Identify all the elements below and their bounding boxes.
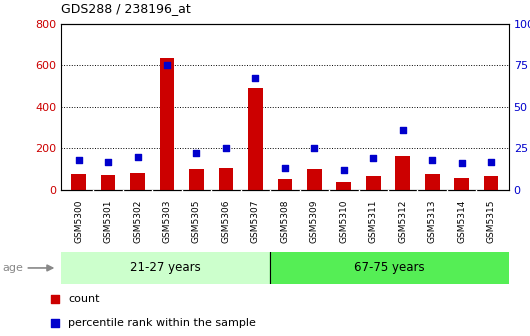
Text: GSM5313: GSM5313 [428,199,437,243]
Text: GSM5315: GSM5315 [487,199,496,243]
Point [340,167,348,173]
Text: GSM5307: GSM5307 [251,199,260,243]
Point [104,159,112,164]
Point [281,166,289,171]
Bar [130,173,145,190]
Bar [189,169,204,190]
Bar [248,88,263,190]
Point [222,145,230,151]
Point [251,76,260,81]
Text: GSM5310: GSM5310 [339,199,348,243]
Text: 67-75 years: 67-75 years [354,261,425,275]
Point [428,157,436,163]
Bar [366,176,381,190]
Bar [61,252,270,284]
Text: GDS288 / 238196_at: GDS288 / 238196_at [61,2,191,15]
Point [487,159,496,164]
Text: percentile rank within the sample: percentile rank within the sample [68,318,256,328]
Point [74,157,83,163]
Point [399,127,407,133]
Bar [454,178,469,190]
Text: GSM5302: GSM5302 [133,199,142,243]
Point [369,156,377,161]
Bar [71,174,86,190]
Text: GSM5309: GSM5309 [310,199,319,243]
Text: count: count [68,294,100,304]
Bar [160,58,174,190]
Text: GSM5300: GSM5300 [74,199,83,243]
Point [163,62,171,68]
Point [310,145,319,151]
Point [457,161,466,166]
Bar [218,168,233,190]
Point [134,154,142,159]
Bar [278,179,292,190]
Text: GSM5305: GSM5305 [192,199,201,243]
Text: GSM5311: GSM5311 [369,199,378,243]
Text: GSM5301: GSM5301 [103,199,112,243]
Text: GSM5303: GSM5303 [163,199,172,243]
Bar [484,176,499,190]
Bar [337,181,351,190]
Bar [270,252,509,284]
Bar [425,174,439,190]
Point [50,296,59,302]
Point [50,320,59,325]
Point [192,151,201,156]
Text: 21-27 years: 21-27 years [130,261,201,275]
Text: age: age [3,263,23,273]
Bar [307,169,322,190]
Bar [395,156,410,190]
Text: GSM5314: GSM5314 [457,199,466,243]
Text: GSM5306: GSM5306 [222,199,231,243]
Text: GSM5312: GSM5312 [398,199,407,243]
Text: GSM5308: GSM5308 [280,199,289,243]
Bar [101,175,116,190]
